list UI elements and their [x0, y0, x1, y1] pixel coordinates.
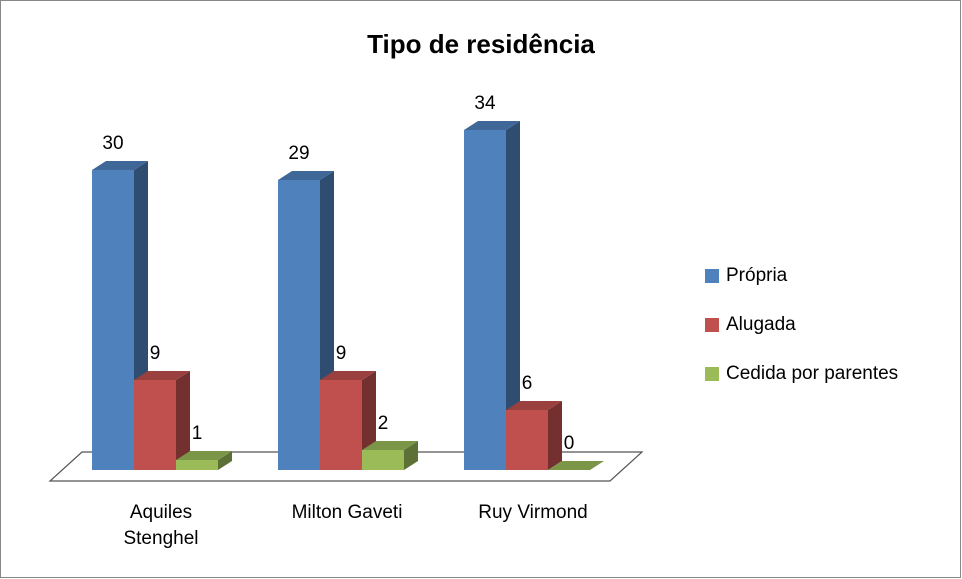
bar — [320, 380, 362, 470]
data-label: 34 — [474, 93, 496, 114]
bar — [464, 130, 506, 470]
bar-side — [404, 441, 418, 470]
data-label: 6 — [522, 373, 533, 394]
data-label: 2 — [378, 413, 389, 434]
bar — [134, 380, 176, 470]
bar — [176, 460, 218, 470]
bar-top — [320, 371, 376, 380]
x-tick-label: Milton Gaveti — [291, 502, 403, 523]
bar-top — [362, 441, 418, 450]
legend-label: Própria — [726, 265, 788, 286]
bar-top — [548, 461, 604, 470]
bar-top — [176, 451, 232, 460]
data-label: 29 — [288, 143, 309, 164]
data-label: 30 — [102, 133, 123, 154]
bar — [278, 180, 320, 470]
chart-title: Tipo de residência — [367, 29, 595, 59]
data-label: 9 — [336, 343, 347, 364]
bar-top — [92, 161, 148, 170]
bar-side — [548, 401, 562, 470]
bar-side — [218, 451, 232, 470]
data-label: 0 — [564, 433, 575, 454]
legend-swatch — [705, 269, 719, 283]
x-tick-label: Ruy Virmond — [478, 502, 588, 523]
bar-top — [506, 401, 562, 410]
legend-swatch — [705, 367, 719, 381]
bar-top — [464, 121, 520, 130]
data-label: 9 — [150, 343, 161, 364]
bar — [362, 450, 404, 470]
bar-side — [176, 371, 190, 470]
legend-label: Alugada — [726, 314, 796, 335]
bar — [92, 170, 134, 470]
bar-side — [506, 121, 520, 470]
data-label: 1 — [192, 423, 203, 444]
x-tick-label: Aquiles Stenghel — [123, 502, 199, 549]
bar-top — [278, 171, 334, 180]
bar-top — [134, 371, 190, 380]
bar — [506, 410, 548, 470]
legend-label: Cedida por parentes — [726, 363, 898, 384]
legend-swatch — [705, 318, 719, 332]
